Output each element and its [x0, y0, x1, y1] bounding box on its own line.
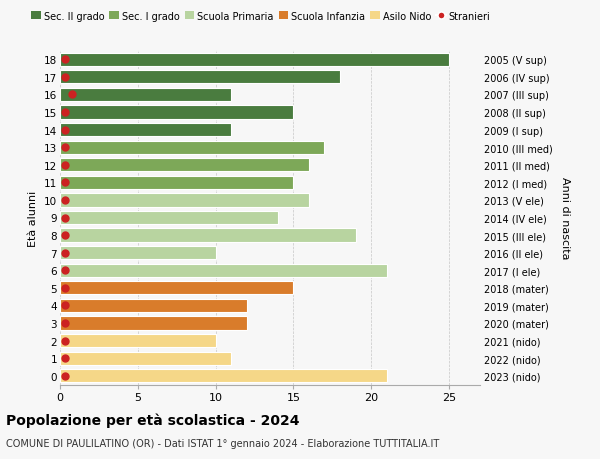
- Bar: [60, 89, 231, 102]
- Bar: [60, 124, 231, 137]
- Text: COMUNE DI PAULILATINO (OR) - Dati ISTAT 1° gennaio 2024 - Elaborazione TUTTITALI: COMUNE DI PAULILATINO (OR) - Dati ISTAT …: [6, 438, 439, 448]
- Bar: [60, 159, 309, 172]
- Bar: [60, 246, 215, 260]
- Bar: [60, 299, 247, 312]
- Bar: [60, 282, 293, 295]
- Bar: [60, 229, 356, 242]
- Bar: [60, 54, 449, 67]
- Bar: [60, 194, 309, 207]
- Bar: [60, 71, 340, 84]
- Text: Popolazione per età scolastica - 2024: Popolazione per età scolastica - 2024: [6, 413, 299, 428]
- Bar: [60, 317, 247, 330]
- Bar: [60, 176, 293, 190]
- Y-axis label: Età alunni: Età alunni: [28, 190, 38, 246]
- Legend: Sec. II grado, Sec. I grado, Scuola Primaria, Scuola Infanzia, Asilo Nido, Stran: Sec. II grado, Sec. I grado, Scuola Prim…: [31, 12, 490, 22]
- Bar: [60, 369, 386, 382]
- Bar: [60, 334, 215, 347]
- Y-axis label: Anni di nascita: Anni di nascita: [560, 177, 569, 259]
- Bar: [60, 352, 231, 365]
- Bar: [60, 264, 386, 277]
- Bar: [60, 106, 293, 119]
- Bar: [60, 212, 278, 224]
- Bar: [60, 141, 325, 154]
